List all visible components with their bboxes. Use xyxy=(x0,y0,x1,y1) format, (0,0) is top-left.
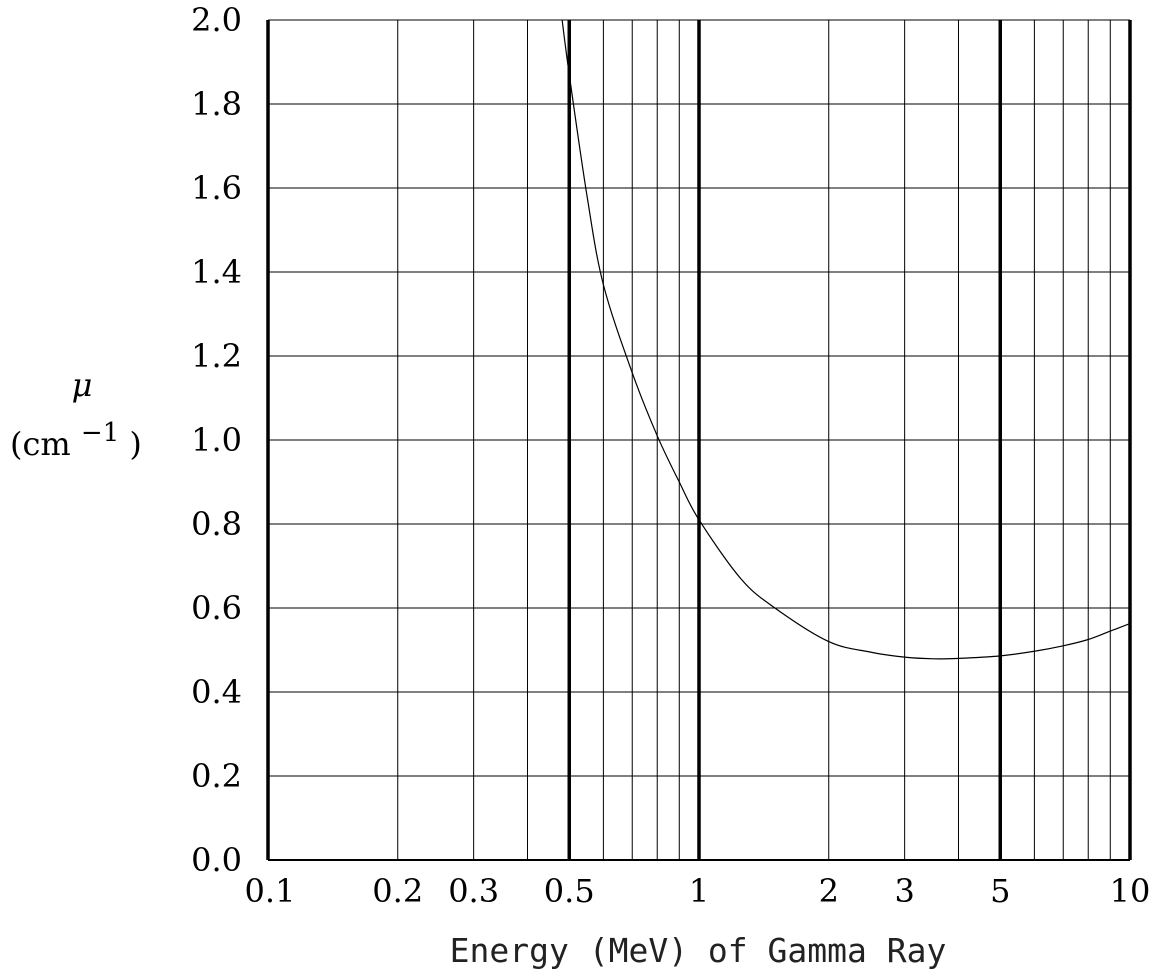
x-tick-label: 0.5 xyxy=(544,872,595,910)
x-tick-label: 2 xyxy=(819,872,839,910)
y-tick-label: 1.0 xyxy=(191,421,242,459)
y-axis-unit-open: (cm xyxy=(10,425,71,463)
y-tick-labels: 0.0 0.2 0.4 0.6 0.8 1.0 1.2 1.4 1.6 1.8 2.0 xyxy=(191,1,242,879)
x-tick-labels: 0.1 0.2 0.3 0.5 1 2 3 5 10 xyxy=(245,872,1151,910)
grid xyxy=(266,19,1132,861)
y-tick-label: 0.8 xyxy=(191,505,242,543)
series-layer xyxy=(561,20,1130,660)
x-tick-label: 0.3 xyxy=(448,872,499,910)
y-tick-label: 0.6 xyxy=(191,589,242,627)
x-tick-label: 5 xyxy=(990,872,1010,910)
y-tick-label: 1.6 xyxy=(191,169,242,207)
x-tick-label: 0.2 xyxy=(372,872,423,910)
y-axis-unit: (cm −1 ) xyxy=(10,411,142,463)
y-tick-label: 1.8 xyxy=(191,85,242,123)
y-tick-label: 1.4 xyxy=(191,253,242,291)
y-tick-label: 0.0 xyxy=(191,841,242,879)
x-tick-label: 0.1 xyxy=(245,872,296,910)
y-axis-unit-close: ) xyxy=(129,425,141,463)
x-tick-label: 10 xyxy=(1110,872,1151,910)
y-tick-label: 1.2 xyxy=(191,337,242,375)
x-tick-label: 1 xyxy=(689,872,709,910)
x-axis-title: Energy (MeV) of Gamma Ray xyxy=(450,931,947,970)
y-axis-unit-exponent: −1 xyxy=(81,418,119,448)
attenuation-curve xyxy=(561,20,1130,660)
y-tick-label: 2.0 xyxy=(191,1,242,39)
y-tick-label: 0.4 xyxy=(191,673,242,711)
x-tick-label: 3 xyxy=(894,872,914,910)
y-tick-label: 0.2 xyxy=(191,757,242,795)
y-axis-symbol: μ xyxy=(72,366,93,404)
